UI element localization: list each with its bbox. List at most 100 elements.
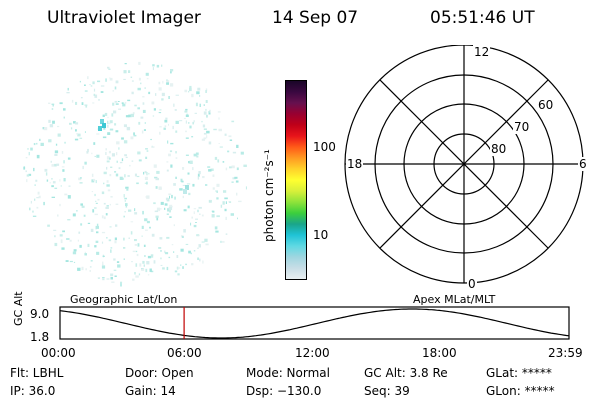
uv-speckle <box>122 177 124 180</box>
uv-speckle <box>231 181 234 183</box>
uv-speckle <box>106 180 109 183</box>
uv-speckle <box>135 263 138 267</box>
uv-speckle <box>94 213 98 216</box>
uv-speckle <box>218 117 220 120</box>
mode-info: Mode: Normal <box>246 366 330 380</box>
uv-speckle <box>59 179 61 182</box>
uv-speckle <box>168 256 171 259</box>
uv-speckle <box>169 209 171 213</box>
uv-speckle <box>232 177 236 180</box>
uv-speckle <box>159 126 162 128</box>
uv-speckle <box>113 258 116 261</box>
uv-speckle <box>61 247 65 250</box>
uv-speckle <box>159 208 162 210</box>
uv-speckle <box>141 130 144 134</box>
uv-speckle <box>188 250 191 254</box>
uv-speckle <box>146 261 150 265</box>
uv-speckle <box>106 166 108 170</box>
uv-speckle <box>59 102 63 105</box>
orbit-left-label: Geographic Lat/Lon <box>70 293 178 306</box>
uv-speckle <box>159 237 163 240</box>
uv-speckle <box>191 136 194 138</box>
uv-speckle <box>127 99 131 102</box>
uv-speckle <box>236 167 239 171</box>
uv-speckle <box>161 98 164 101</box>
uv-speckle <box>96 154 100 158</box>
uv-speckle <box>114 275 117 277</box>
uv-speckle <box>94 245 97 248</box>
uv-speckle <box>101 231 106 234</box>
uv-speckle <box>26 179 28 183</box>
uv-speckle <box>158 247 162 249</box>
uv-speckle <box>168 193 172 196</box>
uv-speckle <box>222 161 225 163</box>
uv-speckle <box>77 239 79 242</box>
uv-speckle <box>193 224 197 228</box>
uv-speckle <box>75 101 78 105</box>
uv-speckle <box>185 120 187 124</box>
uv-speckle <box>79 137 83 139</box>
uv-speckle <box>189 125 192 129</box>
uv-speckle <box>116 141 120 145</box>
uv-speckle <box>93 178 96 181</box>
uv-speckle <box>212 187 215 190</box>
uv-speckle <box>185 108 188 111</box>
uv-speckle <box>91 191 94 193</box>
uv-speckle <box>140 82 142 85</box>
mlt-label-18: 18 <box>346 157 364 171</box>
uv-speckle <box>170 164 173 168</box>
xtick-1200: 12:00 <box>295 346 330 360</box>
uv-speckle <box>196 91 200 95</box>
uv-speckle <box>214 156 218 160</box>
uv-speckle <box>164 207 166 210</box>
uv-speckle <box>181 180 184 183</box>
uv-speckle <box>184 110 188 113</box>
uv-speckle <box>130 136 134 140</box>
uv-speckle <box>197 173 200 177</box>
uv-speckle <box>134 212 138 215</box>
uv-speckle <box>172 125 174 130</box>
uv-speckle <box>154 176 158 179</box>
uv-speckle <box>26 174 30 177</box>
uv-speckle <box>32 215 37 217</box>
uv-speckle <box>124 101 127 104</box>
uv-speckle <box>234 176 238 179</box>
uv-speckle <box>76 133 79 135</box>
uv-speckle <box>101 265 106 269</box>
uv-speckle <box>146 78 149 80</box>
uv-speckle <box>118 108 121 110</box>
uv-speckle <box>95 180 97 184</box>
uv-speckle <box>192 167 194 171</box>
ip-info: IP: 36.0 <box>10 384 56 398</box>
uv-speckle <box>114 123 117 126</box>
uv-speckle <box>67 219 71 221</box>
uv-speckle <box>54 242 58 247</box>
uv-speckle <box>110 277 113 280</box>
uv-speckle <box>109 226 112 228</box>
uv-speckle <box>208 199 212 203</box>
uv-speckle <box>78 231 81 234</box>
uv-speckle <box>95 202 98 204</box>
uv-speckle <box>169 150 173 153</box>
uv-speckle <box>106 278 110 280</box>
uv-speckle <box>175 157 178 159</box>
uv-speckle <box>222 201 225 205</box>
uv-speckle <box>175 151 177 154</box>
uv-speckle <box>146 220 150 224</box>
colorbar <box>285 80 307 280</box>
uv-speckle <box>121 102 124 104</box>
uv-speckle <box>109 174 112 177</box>
uv-speckle <box>202 260 204 264</box>
uv-speckle <box>171 194 173 199</box>
uv-speckle <box>190 222 192 226</box>
uv-speckle <box>198 244 201 248</box>
uv-speckle <box>132 278 135 281</box>
uv-speckle <box>243 164 247 167</box>
uv-speckle <box>145 148 148 150</box>
uv-speckle <box>169 83 174 87</box>
uv-speckle <box>81 266 84 271</box>
uv-speckle <box>80 223 83 226</box>
uv-speckle <box>102 278 105 281</box>
uv-speckle <box>167 208 171 212</box>
seq-info: Seq: 39 <box>364 384 410 398</box>
